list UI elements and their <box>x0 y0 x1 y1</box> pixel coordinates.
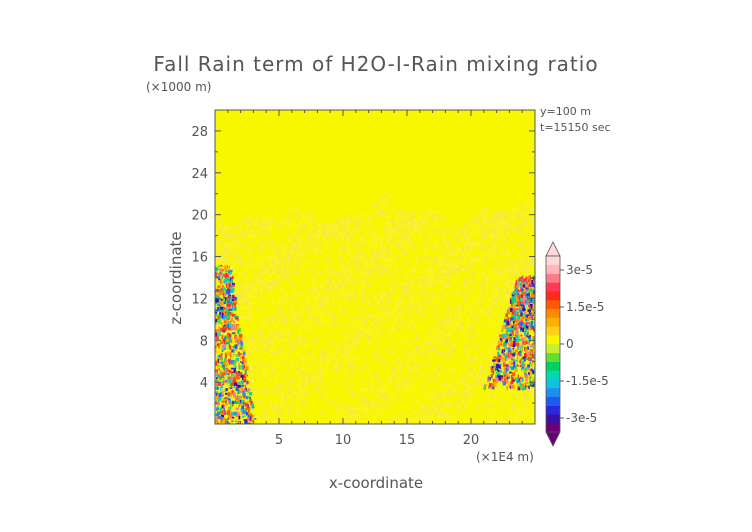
annotation-t: t=15150 sec <box>540 121 611 134</box>
y-tick-label: 20 <box>191 209 208 224</box>
y-tick-label: 24 <box>191 167 208 182</box>
colorbar-segment <box>546 326 560 336</box>
colorbar-segment <box>546 344 560 354</box>
colorbar-segment <box>546 388 560 398</box>
colorbar-segment <box>546 273 560 283</box>
colorbar-segment <box>546 352 560 362</box>
colorbar-label: -1.5e-5 <box>566 374 609 388</box>
colorbar-segment <box>546 308 560 318</box>
colorbar-segment <box>546 300 560 310</box>
colorbar-segment <box>546 423 560 433</box>
colorbar-segment <box>546 370 560 380</box>
heatmap-plot <box>215 110 535 424</box>
colorbar-segment <box>546 264 560 274</box>
colorbar-segment <box>546 361 560 371</box>
y-axis-label: z-coordinate <box>167 231 185 324</box>
x-tick-label: 15 <box>399 433 416 448</box>
colorbar-max-arrow <box>545 241 561 257</box>
colorbar-segment <box>546 256 560 266</box>
y-tick-label: 16 <box>191 251 208 266</box>
x-unit-label: (×1E4 m) <box>476 450 534 464</box>
y-tick-label: 12 <box>191 292 208 307</box>
x-tick-label: 20 <box>463 433 480 448</box>
colorbar-segment <box>546 317 560 327</box>
colorbar-segment <box>546 335 560 345</box>
colorbar-label: -3e-5 <box>566 411 597 425</box>
colorbar-segment <box>546 396 560 406</box>
colorbar-label: 0 <box>566 337 574 351</box>
y-tick-label: 28 <box>191 125 208 140</box>
colorbar-label: 1.5e-5 <box>566 300 604 314</box>
y-tick-label: 4 <box>200 376 208 391</box>
colorbar-segment <box>546 379 560 389</box>
x-axis-label: x-coordinate <box>329 474 423 492</box>
colorbar-label: 3e-5 <box>566 263 593 277</box>
y-unit-label: (×1000 m) <box>146 80 211 94</box>
axes: 5 10 15 20 4 8 12 16 20 24 28 <box>191 109 536 448</box>
plot-frame <box>214 109 536 425</box>
colorbar-segment <box>546 414 560 424</box>
x-tick-label: 5 <box>275 433 283 448</box>
x-tick-label: 10 <box>335 433 352 448</box>
y-tick-label: 8 <box>200 334 208 349</box>
colorbar-segment <box>546 405 560 415</box>
colorbar-segment <box>546 291 560 301</box>
colorbar-segment <box>546 282 560 292</box>
annotation-y: y=100 m <box>540 105 591 118</box>
colorbar: 3e-5 1.5e-5 0 -1.5e-5 -3e-5 <box>545 241 609 447</box>
chart-title: Fall Rain term of H2O-I-Rain mixing rati… <box>153 52 598 76</box>
colorbar-min-arrow <box>545 431 561 447</box>
